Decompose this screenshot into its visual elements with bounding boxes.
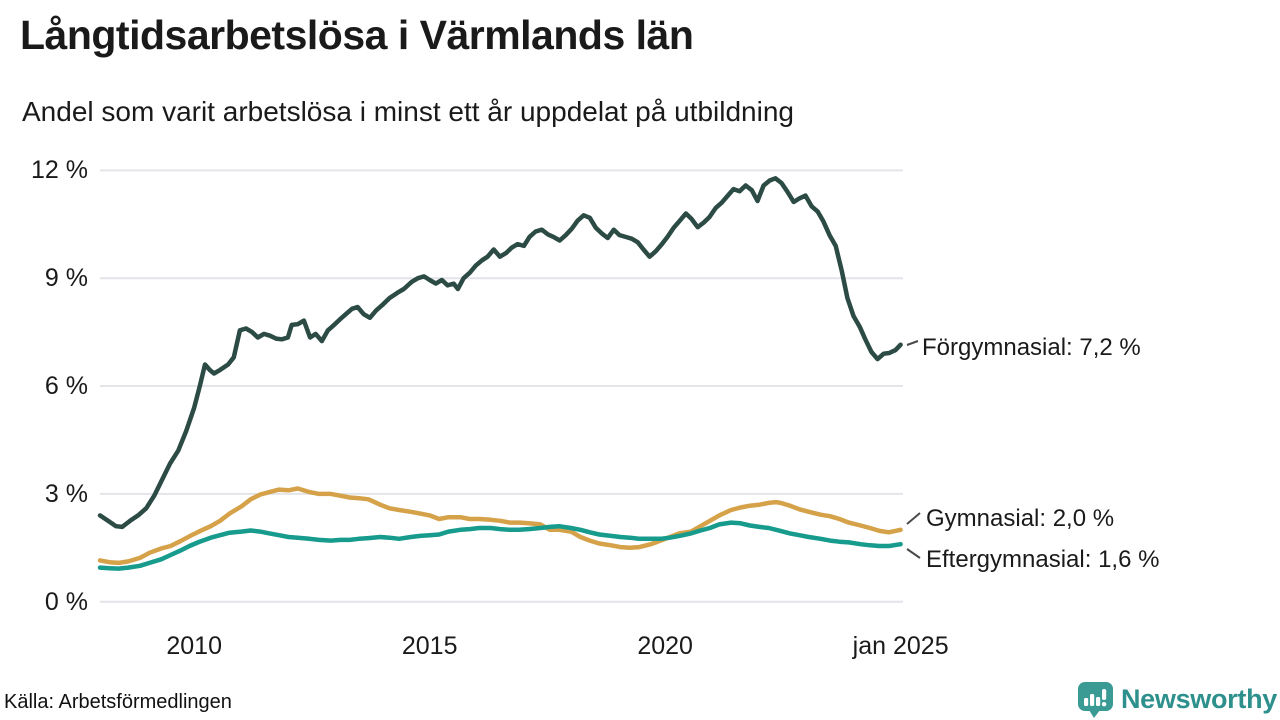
y-tick-label: 0 % (44, 587, 88, 616)
y-tick-label: 12 % (31, 156, 88, 185)
x-tick-label: 2015 (401, 632, 458, 660)
y-tick-label: 6 % (44, 372, 88, 401)
source-note: Källa: Arbetsförmedlingen (4, 691, 232, 713)
y-tick-label: 3 % (44, 479, 88, 508)
newsworthy-logo: Newsworthy (1077, 681, 1277, 718)
x-tick-label: jan 2025 (852, 632, 949, 660)
chart-subtitle: Andel som varit arbetslösa i minst ett å… (22, 96, 794, 127)
label-connector (906, 548, 921, 559)
newsworthy-wordmark: Newsworthy (1120, 684, 1277, 714)
series-line-förgymnasial (97, 176, 903, 530)
label-connector (906, 512, 921, 525)
series-label-eftergymnasial: Eftergymnasial: 1,6 % (926, 546, 1160, 573)
y-tick-label: 9 % (44, 264, 88, 293)
series-label-forgymnasial: Förgymnasial: 7,2 % (922, 334, 1141, 361)
series-label-gymnasial: Gymnasial: 2,0 % (926, 505, 1115, 532)
newsworthy-bubble-chart-icon (1077, 681, 1114, 718)
page-title: Långtidsarbetslösa i Värmlands län (20, 12, 694, 58)
x-tick-label: 2010 (166, 632, 222, 660)
label-connector (906, 340, 919, 346)
x-tick-label: 2020 (637, 632, 693, 660)
series-line-gymnasial (97, 486, 903, 566)
series-line-eftergymnasial (97, 520, 903, 571)
